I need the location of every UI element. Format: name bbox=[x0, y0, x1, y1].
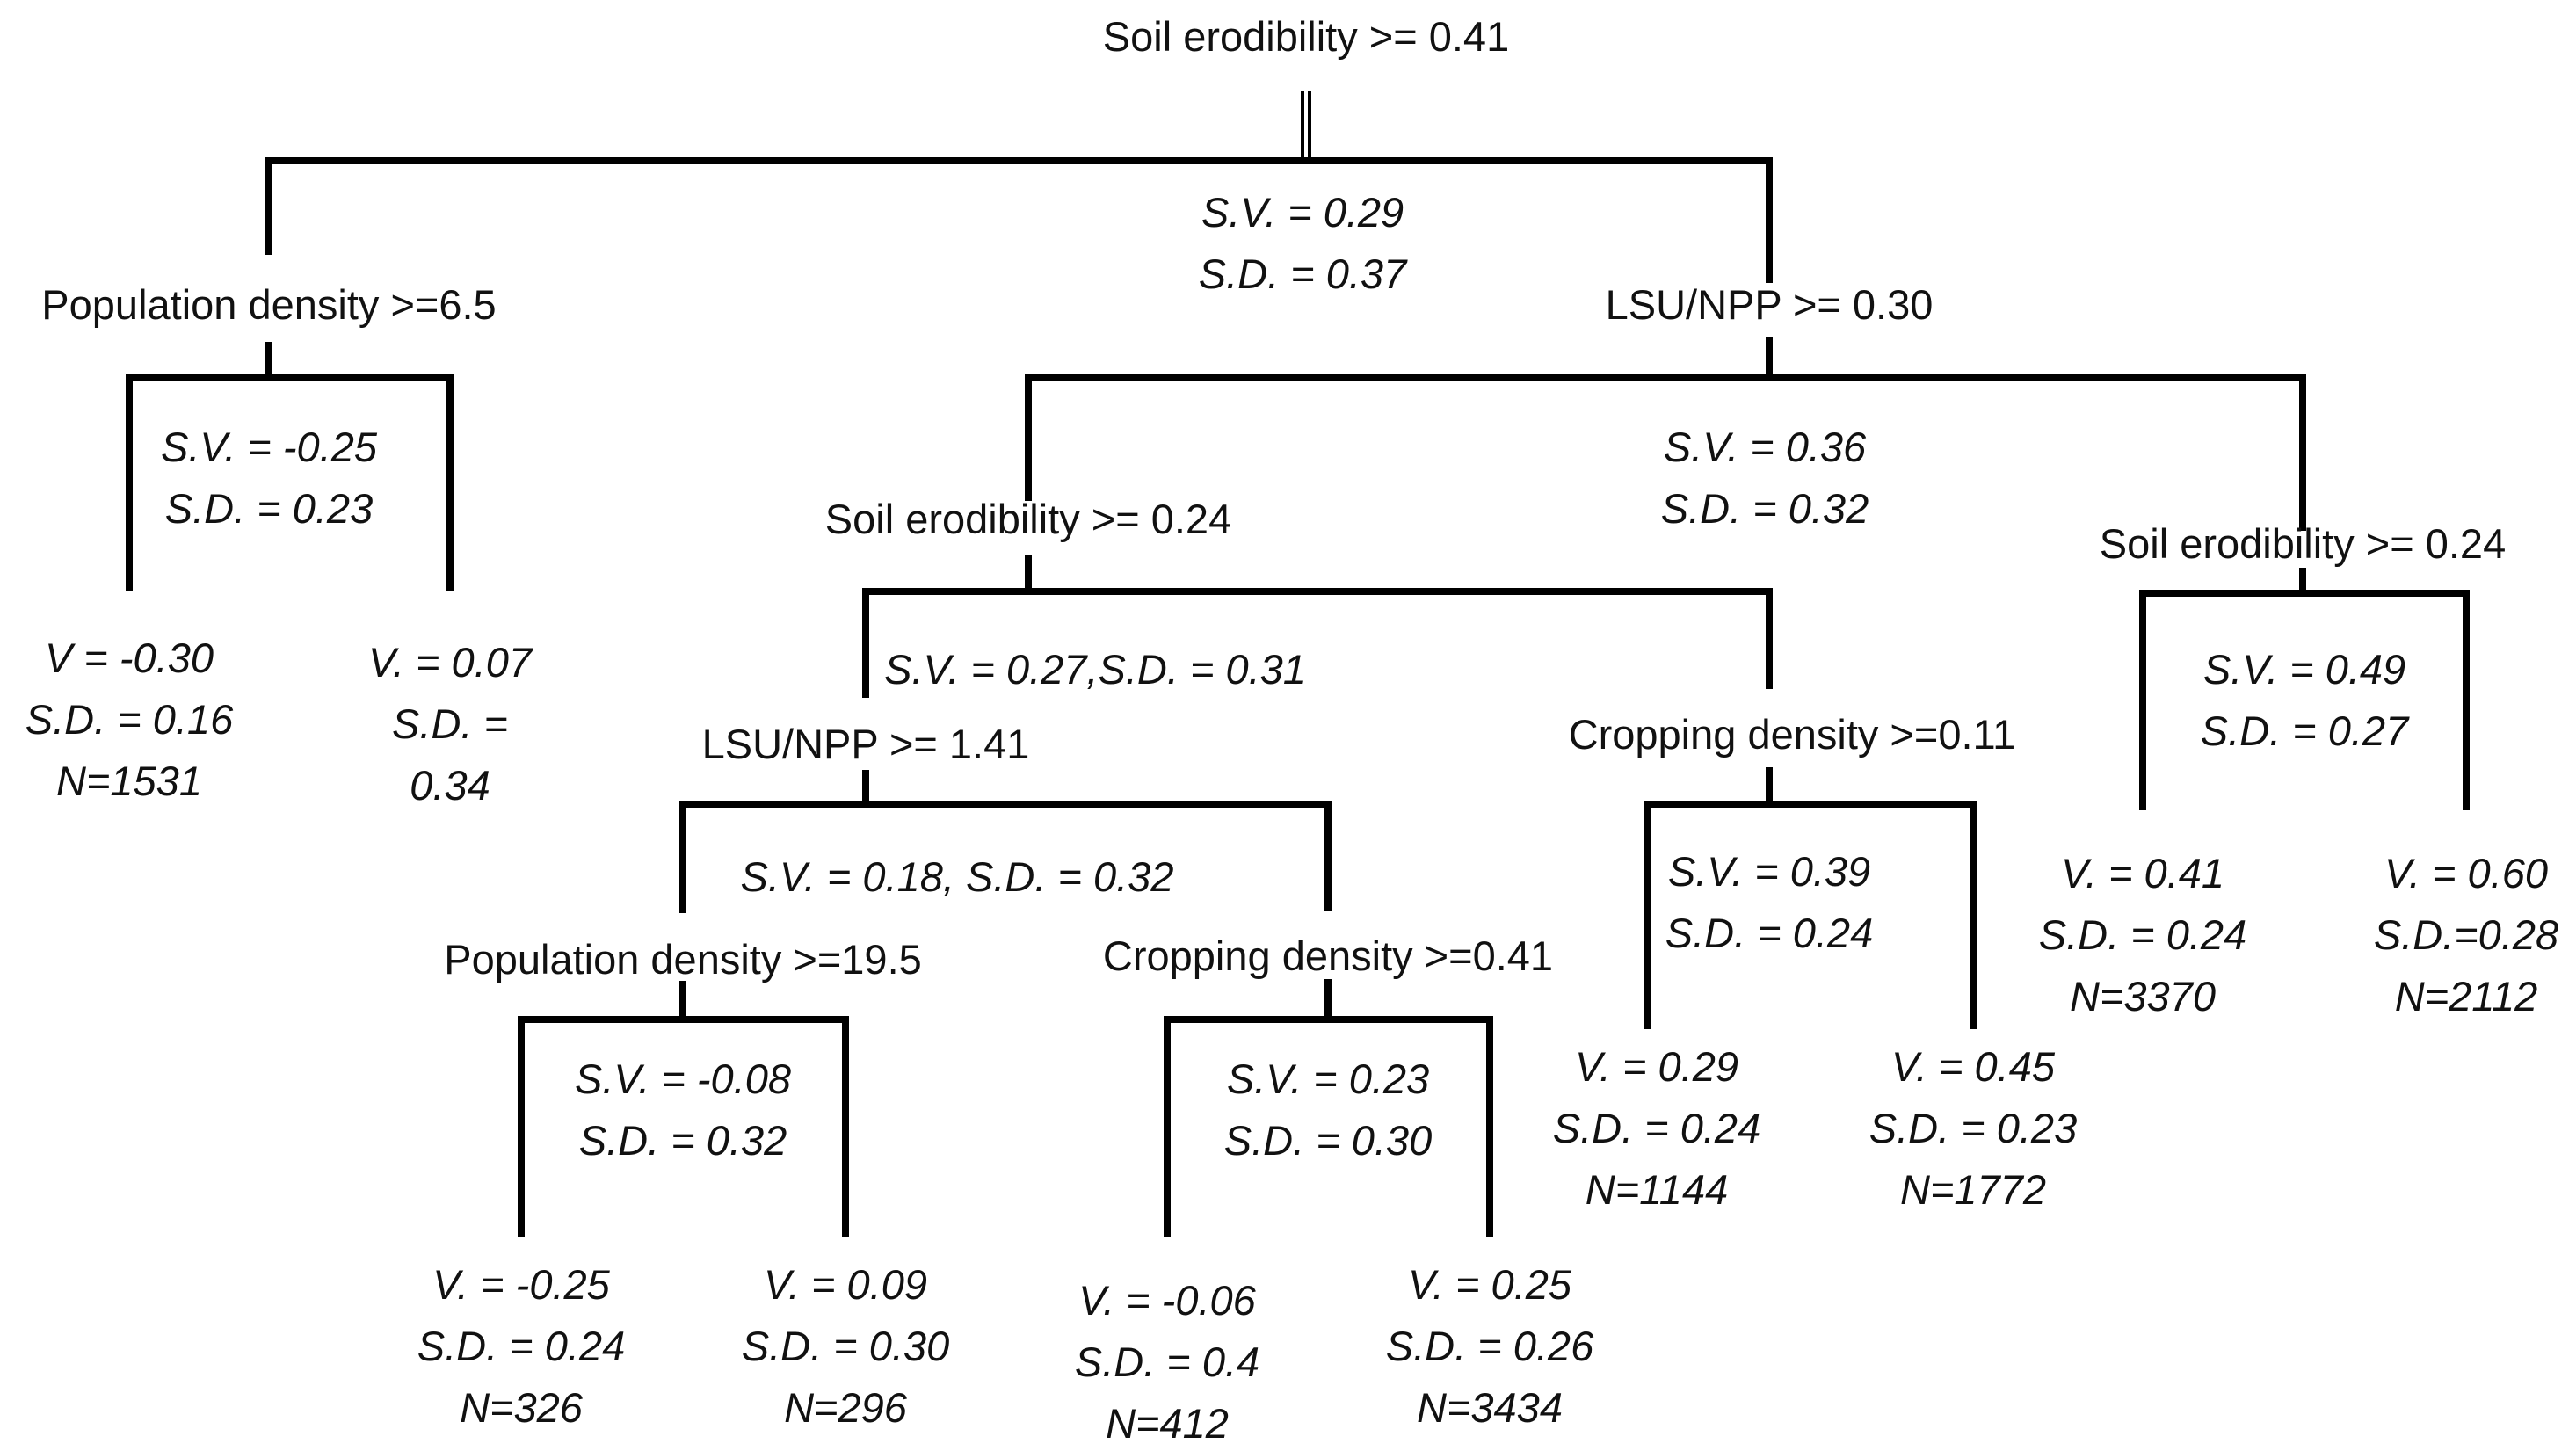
lsu030-split-label: LSU/NPP >= 0.30 bbox=[1606, 281, 1934, 328]
leaf-node: V. = 0.29 S.D. = 0.24 N=1144 bbox=[1553, 1043, 1760, 1213]
leaf-nodes: V = -0.30 S.D. = 0.16 N=1531 V. = 0.07 S… bbox=[25, 635, 2558, 1447]
root-sv: S.V. = 0.29 bbox=[1201, 189, 1404, 236]
leaf-n: N=1531 bbox=[56, 758, 202, 804]
leaf-node: V. = 0.60 S.D.=0.28 N=2112 bbox=[2374, 850, 2558, 1019]
pop195-sv: S.V. = -0.08 bbox=[575, 1056, 791, 1102]
leaf-sd: S.D. = 0.23 bbox=[1869, 1105, 2077, 1151]
leaf-node: V. = 0.25 S.D. = 0.26 N=3434 bbox=[1386, 1261, 1594, 1431]
leaf-value: V. = 0.60 bbox=[2384, 850, 2548, 896]
leaf-sd: S.D. = 0.4 bbox=[1075, 1339, 1259, 1385]
leaf-n: N=1144 bbox=[1586, 1166, 1728, 1213]
lsu141-sv-sd: S.V. = 0.18, S.D. = 0.32 bbox=[741, 853, 1174, 900]
pop195-sd: S.D. = 0.32 bbox=[579, 1117, 787, 1164]
crop041-sv: S.V. = 0.23 bbox=[1227, 1056, 1429, 1102]
leaf-sd: S.D. = 0.24 bbox=[417, 1323, 625, 1369]
root-sd: S.D. = 0.37 bbox=[1199, 250, 1408, 297]
soil024a-split-label: Soil erodibility >= 0.24 bbox=[825, 496, 1231, 542]
leaf-node: V. = 0.09 S.D. = 0.30 N=296 bbox=[742, 1261, 949, 1431]
leaf-sd-value: 0.34 bbox=[410, 762, 490, 809]
lsu141-split-label: LSU/NPP >= 1.41 bbox=[702, 721, 1030, 767]
soil024b-split-label: Soil erodibility >= 0.24 bbox=[2100, 520, 2506, 567]
leaf-node: V = -0.30 S.D. = 0.16 N=1531 bbox=[25, 635, 234, 804]
leaf-sd: S.D. = 0.24 bbox=[2039, 911, 2246, 958]
soil024a-sv-sd: S.V. = 0.27,S.D. = 0.31 bbox=[884, 646, 1306, 693]
leaf-node: V. = -0.06 S.D. = 0.4 N=412 bbox=[1075, 1277, 1259, 1447]
soil024b-sd: S.D. = 0.27 bbox=[2201, 707, 2410, 754]
pop195-split-label: Population density >=19.5 bbox=[444, 936, 922, 983]
leaf-sd: S.D. = bbox=[392, 700, 508, 747]
crop041-split-label: Cropping density >=0.41 bbox=[1103, 932, 1553, 979]
leaf-value: V. = 0.45 bbox=[1891, 1043, 2056, 1090]
lsu030-sv: S.V. = 0.36 bbox=[1664, 424, 1867, 470]
crop041-sd: S.D. = 0.30 bbox=[1224, 1117, 1432, 1164]
leaf-value: V. = -0.06 bbox=[1078, 1277, 1256, 1324]
tree-connectors bbox=[126, 91, 2470, 1237]
leaf-node: V. = 0.07 S.D. = 0.34 bbox=[368, 639, 533, 809]
crop011-split-label: Cropping density >=0.11 bbox=[1569, 711, 2016, 758]
leaf-node: V. = 0.45 S.D. = 0.23 N=1772 bbox=[1869, 1043, 2077, 1213]
leaf-value: V. = 0.41 bbox=[2061, 850, 2224, 896]
leaf-sd: S.D. = 0.30 bbox=[742, 1323, 949, 1369]
leaf-n: N=3434 bbox=[1417, 1384, 1563, 1431]
lsu030-sd: S.D. = 0.32 bbox=[1661, 485, 1869, 532]
leaf-node: V. = 0.41 S.D. = 0.24 N=3370 bbox=[2039, 850, 2246, 1019]
leaf-n: N=1772 bbox=[1900, 1166, 2046, 1213]
leaf-n: N=2112 bbox=[2395, 973, 2537, 1019]
leaf-sd: S.D.=0.28 bbox=[2374, 911, 2558, 958]
leaf-value: V. = 0.29 bbox=[1575, 1043, 1738, 1090]
split-labels: Soil erodibility >= 0.41 Population dens… bbox=[41, 13, 2506, 983]
leaf-value: V. = 0.09 bbox=[764, 1261, 927, 1308]
root-split-label: Soil erodibility >= 0.41 bbox=[1103, 13, 1509, 60]
leaf-sd: S.D. = 0.24 bbox=[1553, 1105, 1760, 1151]
leaf-value: V = -0.30 bbox=[45, 635, 214, 681]
pop65-sv: S.V. = -0.25 bbox=[161, 424, 378, 470]
leaf-value: V. = 0.07 bbox=[368, 639, 533, 686]
leaf-n: N=3370 bbox=[2070, 973, 2216, 1019]
leaf-n: N=412 bbox=[1106, 1400, 1229, 1447]
leaf-sd: S.D. = 0.16 bbox=[25, 696, 234, 743]
soil024b-sv: S.V. = 0.49 bbox=[2203, 646, 2405, 693]
leaf-value: V. = 0.25 bbox=[1408, 1261, 1572, 1308]
leaf-node: V. = -0.25 S.D. = 0.24 N=326 bbox=[417, 1261, 625, 1431]
leaf-value: V. = -0.25 bbox=[432, 1261, 610, 1308]
crop011-sv: S.V. = 0.39 bbox=[1668, 848, 1870, 895]
leaf-n: N=326 bbox=[460, 1384, 584, 1431]
node-statistics: S.V. = 0.29 S.D. = 0.37 S.V. = -0.25 S.D… bbox=[161, 189, 2410, 1164]
pop65-sd: S.D. = 0.23 bbox=[165, 485, 373, 532]
pop65-split-label: Population density >=6.5 bbox=[41, 281, 496, 328]
leaf-sd: S.D. = 0.26 bbox=[1386, 1323, 1594, 1369]
leaf-n: N=296 bbox=[784, 1384, 908, 1431]
crop011-sd: S.D. = 0.24 bbox=[1665, 910, 1873, 956]
